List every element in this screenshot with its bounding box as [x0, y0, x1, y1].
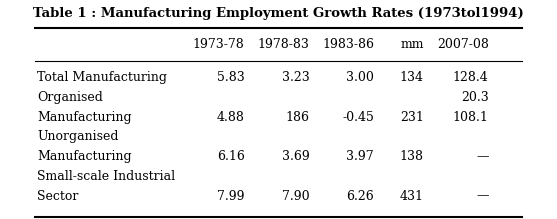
Text: 186: 186 [285, 111, 309, 124]
Text: 134: 134 [400, 71, 424, 84]
Text: —: — [476, 189, 488, 203]
Text: Organised: Organised [37, 91, 103, 104]
Text: Unorganised: Unorganised [37, 130, 119, 143]
Text: Table 1 : Manufacturing Employment Growth Rates (1973tol1994): Table 1 : Manufacturing Employment Growt… [33, 7, 524, 19]
Text: 3.00: 3.00 [346, 71, 374, 84]
Text: 1973-78: 1973-78 [193, 38, 245, 51]
Text: 7.90: 7.90 [282, 189, 309, 203]
Text: -0.45: -0.45 [342, 111, 374, 124]
Text: 3.97: 3.97 [346, 150, 374, 163]
Text: 128.4: 128.4 [453, 71, 488, 84]
Text: —: — [476, 150, 488, 163]
Text: 5.83: 5.83 [217, 71, 245, 84]
Text: Small-scale Industrial: Small-scale Industrial [37, 170, 175, 183]
Text: 1983-86: 1983-86 [322, 38, 374, 51]
Text: 108.1: 108.1 [453, 111, 488, 124]
Text: 3.69: 3.69 [282, 150, 309, 163]
Text: Manufacturing: Manufacturing [37, 111, 131, 124]
Text: 20.3: 20.3 [461, 91, 488, 104]
Text: 2007-08: 2007-08 [437, 38, 488, 51]
Text: 231: 231 [400, 111, 424, 124]
Text: 431: 431 [400, 189, 424, 203]
Text: 3.23: 3.23 [282, 71, 309, 84]
Text: 7.99: 7.99 [217, 189, 245, 203]
Text: 138: 138 [400, 150, 424, 163]
Text: Total Manufacturing: Total Manufacturing [37, 71, 167, 84]
Text: 6.16: 6.16 [217, 150, 245, 163]
Text: 1978-83: 1978-83 [257, 38, 309, 51]
Text: mm: mm [400, 38, 424, 51]
Text: Manufacturing: Manufacturing [37, 150, 131, 163]
Text: 6.26: 6.26 [346, 189, 374, 203]
Text: 4.88: 4.88 [217, 111, 245, 124]
Text: Sector: Sector [37, 189, 79, 203]
